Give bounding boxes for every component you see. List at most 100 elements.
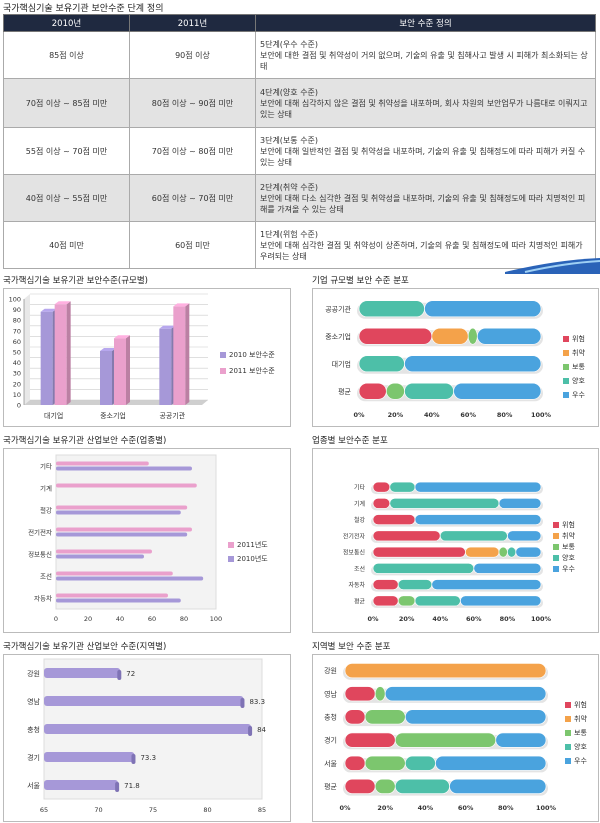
data-label: 72 bbox=[126, 670, 135, 678]
bar-top bbox=[40, 308, 57, 312]
bar-segment bbox=[374, 778, 396, 794]
bar-top bbox=[114, 335, 130, 339]
x-tick-label: 40% bbox=[418, 804, 434, 812]
level-name: 2단계(취약 수준) bbox=[260, 182, 319, 192]
legend-swatch bbox=[553, 555, 559, 561]
legend-label: 양호 bbox=[562, 554, 575, 562]
bar-end bbox=[240, 698, 245, 708]
y-tick-label: 0 bbox=[17, 402, 21, 410]
legend-label: 2011년도 bbox=[237, 540, 268, 549]
bar-segment bbox=[414, 595, 461, 607]
bar bbox=[56, 466, 192, 471]
bar-segment bbox=[344, 778, 376, 794]
bar-segment bbox=[344, 663, 547, 679]
y-tick-label: 공공기관 bbox=[325, 304, 351, 313]
y-tick-label: 40 bbox=[13, 359, 21, 367]
bar-side bbox=[126, 335, 130, 405]
y-tick-label: 10 bbox=[13, 391, 21, 399]
bar-segment bbox=[414, 481, 542, 493]
x-tick-label: 80 bbox=[203, 806, 211, 814]
y-tick-label: 대기업 bbox=[332, 359, 351, 368]
bar-segment bbox=[344, 732, 396, 748]
legend-label: 2010 보안수준 bbox=[229, 350, 275, 359]
x-tick-label: 60% bbox=[466, 615, 482, 623]
bar-segment bbox=[431, 579, 542, 590]
table-row: 40점 미만 60점 미만 1단계(위험 수준) 보안에 대해 심각한 결점 및 … bbox=[3, 221, 596, 269]
y-tick-label: 50 bbox=[13, 349, 21, 357]
legend-swatch bbox=[565, 758, 571, 764]
level-desc: 보안에 대해 일반적인 결점 및 취약성을 내포하며, 기술의 유출 및 침해정… bbox=[260, 146, 586, 167]
header-2010: 2010년 bbox=[3, 14, 130, 32]
size-score-chart: 0 10 20 30 40 50 60 70 80 90 100 대기업 중소기업 공공기관 2010 보안… bbox=[9, 293, 275, 420]
bar-segment bbox=[397, 595, 416, 607]
y-tick-label: 30 bbox=[13, 370, 21, 378]
legend-swatch bbox=[553, 533, 559, 539]
cell-definition: 5단계(우수 수준) 보안에 대한 결점 및 취약성이 거의 없으며, 기술의 유… bbox=[255, 31, 596, 79]
chart-title: 기업 규모별 보안 수준 분포 bbox=[312, 276, 409, 286]
bar-segment bbox=[389, 481, 416, 493]
region-distribution-chart-panel: 강원 영남 충청 경기 서울 평균 0% 20% 40% 60% 80% 100% 위험 취약 보통 양호 우수 bbox=[312, 654, 599, 822]
legend-swatch bbox=[565, 730, 571, 736]
bar-segment bbox=[515, 546, 542, 558]
legend-label: 취약 bbox=[562, 531, 575, 540]
bar-segment bbox=[507, 530, 542, 542]
legend-swatch bbox=[220, 352, 226, 358]
y-tick-label: 기타 bbox=[354, 484, 366, 492]
x-tick-label: 20% bbox=[377, 804, 393, 812]
legend-label: 2010년도 bbox=[237, 554, 268, 563]
bar bbox=[56, 571, 173, 576]
legend-swatch bbox=[565, 744, 571, 750]
bar-segment bbox=[372, 563, 475, 574]
bar-segment bbox=[405, 709, 547, 725]
legend-label: 취약 bbox=[572, 348, 585, 357]
y-tick-label: 100 bbox=[9, 296, 21, 304]
bar bbox=[44, 696, 244, 706]
bar-segment bbox=[372, 546, 466, 558]
bar bbox=[54, 304, 67, 405]
x-tick-label: 0% bbox=[367, 615, 379, 623]
bar-segment bbox=[404, 382, 454, 400]
legend-swatch bbox=[553, 522, 559, 528]
bar-segment bbox=[404, 355, 542, 373]
x-tick-label: 80% bbox=[500, 615, 516, 623]
legend-swatch bbox=[563, 336, 569, 342]
x-tick-label: 대기업 bbox=[44, 411, 63, 420]
y-tick-label: 90 bbox=[13, 306, 21, 314]
level-desc: 보안에 대한 결점 및 취약성이 거의 없으며, 기술의 유출 및 침해사고 발… bbox=[260, 50, 588, 71]
legend-swatch bbox=[565, 702, 571, 708]
legend-label: 위험 bbox=[572, 335, 585, 343]
bar bbox=[40, 311, 53, 405]
x-tick-label: 공공기관 bbox=[159, 411, 185, 420]
bar-end bbox=[115, 782, 120, 792]
x-tick-label: 100% bbox=[531, 615, 552, 623]
x-tick-label: 60% bbox=[460, 411, 476, 419]
x-tick-label: 40% bbox=[432, 615, 448, 623]
cell-2011: 90점 이상 bbox=[129, 31, 256, 79]
x-tick-label: 40% bbox=[424, 411, 440, 419]
y-tick-label: 정보통신 bbox=[28, 550, 52, 559]
legend-swatch bbox=[553, 566, 559, 572]
y-tick-label: 80 bbox=[13, 317, 21, 325]
bar-segment bbox=[414, 514, 542, 525]
y-tick-label: 60 bbox=[13, 338, 21, 346]
bar-segment bbox=[405, 755, 436, 771]
x-tick-label: 85 bbox=[258, 806, 266, 814]
legend-swatch bbox=[228, 542, 234, 548]
bar-segment bbox=[344, 709, 366, 725]
x-tick-label: 0% bbox=[339, 804, 351, 812]
legend-label: 보통 bbox=[572, 363, 585, 371]
bar bbox=[56, 593, 168, 598]
bar-segment bbox=[394, 732, 497, 748]
bar-segment bbox=[358, 300, 425, 318]
bar-top bbox=[159, 325, 176, 329]
y-tick-label: 조선 bbox=[40, 572, 52, 581]
level-definition-table: 2010년 2011년 보안 수준 정의 85점 이상 90점 이상 5단계(우… bbox=[3, 14, 596, 269]
y-tick-label: 중소기업 bbox=[325, 332, 351, 341]
bar-segment bbox=[384, 686, 547, 702]
x-tick-label: 20% bbox=[388, 411, 404, 419]
plot-background bbox=[55, 454, 217, 610]
legend-label: 위험 bbox=[574, 701, 587, 709]
legend-label: 보통 bbox=[562, 543, 575, 551]
chart-title: 업종별 보안수준 분포 bbox=[312, 436, 388, 446]
